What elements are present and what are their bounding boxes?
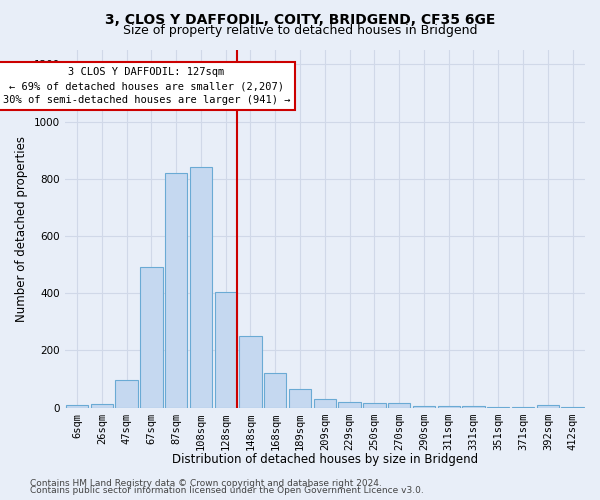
Bar	[91, 404, 113, 407]
Bar	[463, 406, 485, 407]
Bar	[239, 336, 262, 407]
X-axis label: Distribution of detached houses by size in Bridgend: Distribution of detached houses by size …	[172, 453, 478, 466]
Text: Size of property relative to detached houses in Bridgend: Size of property relative to detached ho…	[123, 24, 477, 37]
Bar	[338, 402, 361, 407]
Text: Contains HM Land Registry data © Crown copyright and database right 2024.: Contains HM Land Registry data © Crown c…	[30, 478, 382, 488]
Bar	[140, 268, 163, 408]
Bar	[363, 404, 386, 407]
Bar	[165, 173, 187, 408]
Bar	[413, 406, 435, 407]
Bar	[66, 405, 88, 407]
Bar	[536, 405, 559, 407]
Bar	[512, 407, 534, 408]
Text: 3 CLOS Y DAFFODIL: 127sqm
← 69% of detached houses are smaller (2,207)
30% of se: 3 CLOS Y DAFFODIL: 127sqm ← 69% of detac…	[2, 67, 290, 105]
Bar	[115, 380, 138, 407]
Bar	[215, 292, 237, 408]
Bar	[487, 407, 509, 408]
Bar	[314, 399, 336, 407]
Text: 3, CLOS Y DAFFODIL, COITY, BRIDGEND, CF35 6GE: 3, CLOS Y DAFFODIL, COITY, BRIDGEND, CF3…	[105, 12, 495, 26]
Bar	[289, 389, 311, 407]
Bar	[437, 406, 460, 407]
Y-axis label: Number of detached properties: Number of detached properties	[15, 136, 28, 322]
Bar	[388, 404, 410, 407]
Bar	[190, 168, 212, 408]
Bar	[562, 407, 584, 408]
Bar	[264, 374, 286, 408]
Text: Contains public sector information licensed under the Open Government Licence v3: Contains public sector information licen…	[30, 486, 424, 495]
